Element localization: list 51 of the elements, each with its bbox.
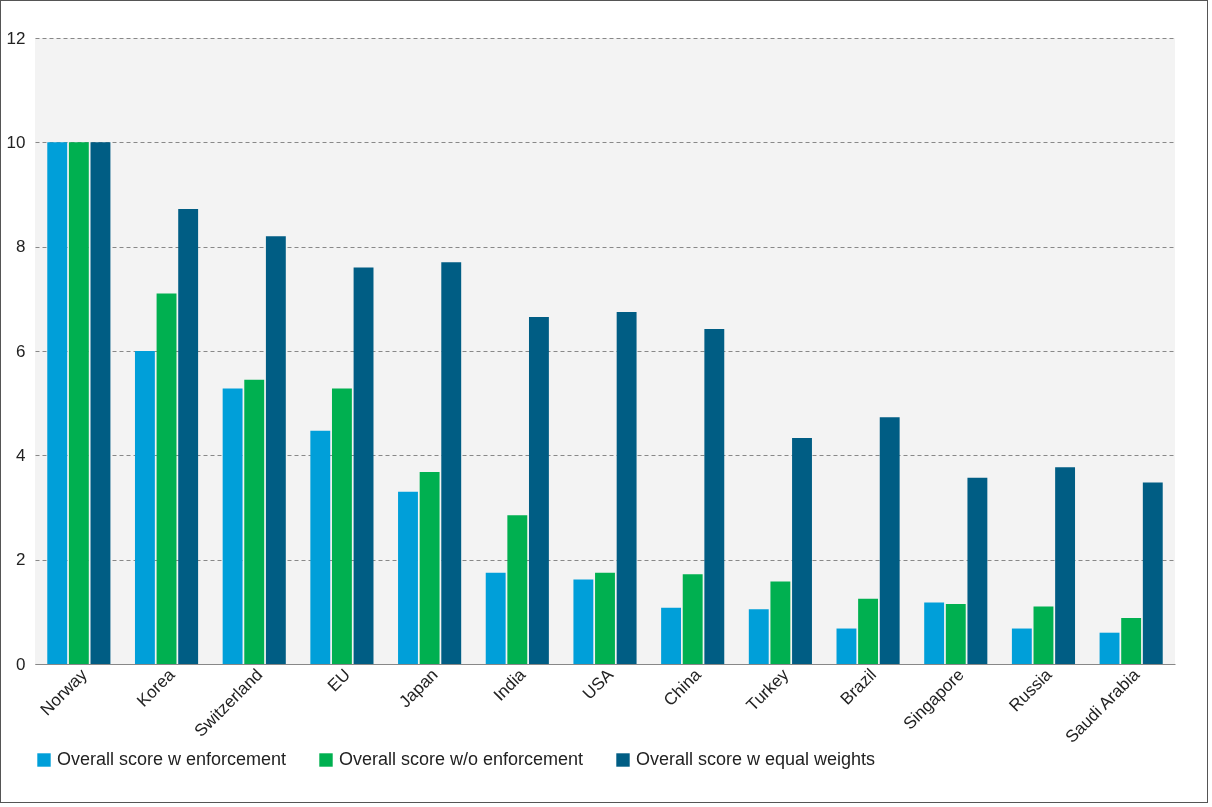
bar — [595, 572, 615, 664]
y-tick-label: 12 — [6, 28, 26, 48]
bar — [90, 142, 111, 664]
bar — [68, 142, 89, 664]
bar — [178, 209, 199, 664]
legend-label: Overall score w/o enforcement — [339, 749, 584, 769]
bar — [528, 317, 549, 664]
legend-label: Overall score w enforcement — [57, 749, 287, 769]
bar — [310, 430, 331, 664]
bar — [661, 607, 682, 664]
bar — [792, 438, 812, 664]
legend-label: Overall score w equal weights — [636, 749, 876, 769]
bar — [682, 574, 703, 664]
y-tick-label: 2 — [16, 550, 26, 570]
x-tick-label: USA — [578, 664, 618, 704]
bar — [924, 602, 945, 664]
bar — [945, 604, 966, 664]
bar — [770, 581, 791, 664]
x-tick-label: EU — [323, 665, 354, 696]
bar — [507, 515, 528, 664]
bar — [265, 236, 286, 664]
bar — [879, 417, 900, 664]
bar — [419, 472, 440, 664]
y-tick-label: 4 — [16, 445, 26, 465]
bar — [398, 491, 418, 664]
bar — [858, 598, 879, 664]
y-tick-label: 6 — [16, 341, 26, 361]
bar — [573, 579, 594, 664]
bar — [616, 311, 637, 664]
bar — [222, 388, 243, 664]
bar — [1142, 482, 1163, 664]
bar — [485, 572, 506, 664]
bar — [47, 142, 68, 664]
bar — [836, 628, 857, 664]
y-tick-label: 8 — [16, 237, 26, 257]
bar — [704, 329, 725, 664]
bar — [331, 388, 352, 664]
bar — [967, 477, 988, 664]
bar — [748, 609, 769, 664]
bar — [156, 293, 177, 664]
bar — [1033, 606, 1054, 664]
bar — [1099, 632, 1120, 664]
bar — [1121, 618, 1142, 664]
bar — [1011, 628, 1032, 664]
y-tick-label: 10 — [6, 132, 26, 152]
bar — [1055, 467, 1076, 664]
y-tick-label: 0 — [16, 654, 26, 674]
bar — [134, 351, 155, 664]
bar — [244, 379, 265, 664]
bar — [353, 267, 374, 664]
bar — [441, 262, 462, 664]
